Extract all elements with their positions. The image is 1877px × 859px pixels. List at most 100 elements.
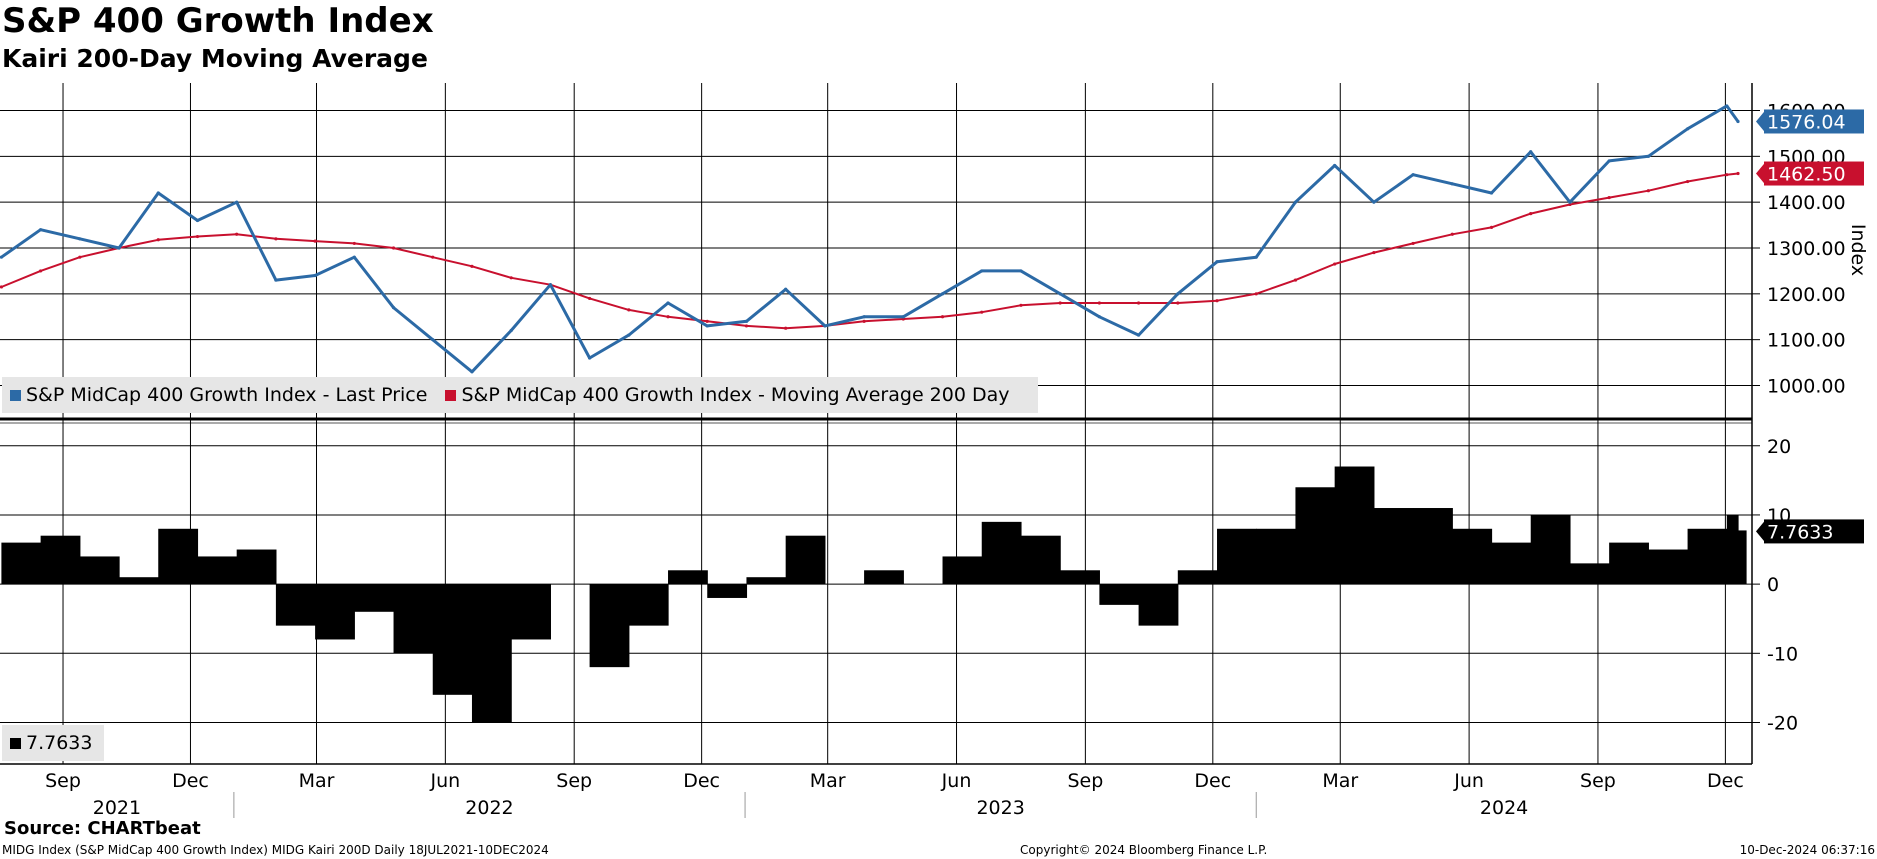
kairi-bar <box>1491 542 1532 585</box>
kairi-bar <box>432 584 473 695</box>
moving-average-line-point <box>1450 232 1454 236</box>
price-line-point <box>1215 260 1219 264</box>
price-line-point <box>1607 159 1611 163</box>
price-line-point <box>1646 154 1650 158</box>
chart-title: S&P 400 Growth Index <box>2 1 434 41</box>
kairi-bar <box>1217 528 1257 585</box>
price-line-point <box>274 278 278 282</box>
price-line <box>0 104 1740 374</box>
x-month-label: Sep <box>556 770 592 792</box>
moving-average-line-point <box>1489 225 1494 229</box>
price-line-point <box>666 301 670 305</box>
price-tick-label: 1400.00 <box>1767 192 1846 214</box>
kairi-bar <box>1726 514 1739 585</box>
kairi-bar <box>393 584 434 654</box>
kairi-bar <box>275 584 316 626</box>
price-line-point <box>548 283 552 287</box>
moving-average-line-point <box>274 237 278 241</box>
footer-copyright: Copyright© 2024 Bloomberg Finance L.P. <box>1020 843 1268 857</box>
moving-average-line-point <box>705 319 709 323</box>
price-line-point <box>862 315 866 319</box>
x-month-label: Dec <box>1194 770 1231 792</box>
kairi-bar <box>668 570 708 585</box>
kairi-bar <box>1569 563 1610 585</box>
moving-average-line-point <box>470 264 474 268</box>
kairi-bar <box>1687 528 1728 585</box>
y-axis-label: Index <box>1847 224 1869 276</box>
kairi-bar <box>1060 570 1100 585</box>
kairi-bar <box>1138 584 1179 626</box>
moving-average-line-point <box>1176 301 1180 305</box>
price-line-point <box>1293 200 1298 204</box>
kairi-bar <box>79 556 120 585</box>
last-price-badge-text: 1576.04 <box>1767 111 1846 133</box>
kairi-bar <box>1413 508 1453 585</box>
moving-average-line-point <box>1293 278 1298 282</box>
moving-average-line-point <box>195 234 200 239</box>
price-line-point <box>1685 127 1690 131</box>
moving-average-line-point <box>1646 189 1650 193</box>
price-tick-label: 1300.00 <box>1767 238 1846 260</box>
x-month-label: Sep <box>1067 770 1103 792</box>
x-year-label: 2021 <box>93 797 141 819</box>
kairi-bar <box>981 521 1022 585</box>
moving-average-badge-pointer <box>1756 161 1766 186</box>
x-year-label: 2024 <box>1480 797 1528 819</box>
kairi-tick-label: -10 <box>1767 643 1798 665</box>
moving-average-line-point <box>1725 173 1729 177</box>
moving-average-line-point <box>0 285 3 289</box>
axis-layer: 1600.001500.001400.001300.001200.001100.… <box>45 101 1864 819</box>
price-line-point <box>1097 315 1101 319</box>
kairi-last-badge-text: 7.7633 <box>1767 521 1833 543</box>
kairi-bar <box>197 556 238 585</box>
moving-average-line-point <box>1372 250 1376 255</box>
price-line-point <box>1411 173 1415 177</box>
moving-average-line-point <box>1254 292 1258 296</box>
kairi-tick-label: 20 <box>1767 436 1791 458</box>
moving-average-line-point <box>862 319 866 323</box>
x-month-label: Jun <box>430 770 461 792</box>
kairi-plot-layer <box>1 466 1747 723</box>
moving-average-line-point <box>313 239 317 243</box>
moving-average-line-point <box>352 241 356 246</box>
kairi-tick-label: -20 <box>1767 712 1798 734</box>
price-line-point <box>1176 292 1180 296</box>
last-price-badge-pointer <box>1756 109 1766 134</box>
moving-average-line-point <box>1607 195 1611 200</box>
moving-average-line-point <box>666 315 670 319</box>
price-line-point <box>509 328 513 333</box>
kairi-last-badge-bg <box>1764 519 1864 544</box>
price-line-point <box>156 191 160 195</box>
price-line-point <box>431 338 435 342</box>
moving-average-line <box>1 172 1739 330</box>
price-line-point <box>823 324 827 328</box>
legend-label-price: S&P MidCap 400 Growth Index - Last Price <box>26 384 428 406</box>
moving-average-line-point <box>627 308 631 312</box>
moving-average-line-point <box>235 232 239 236</box>
x-month-label: Sep <box>45 770 81 792</box>
kairi-bar <box>589 584 630 668</box>
kairi-last-badge: 7.7633 <box>1756 519 1864 544</box>
chart-subtitle: Kairi 200-Day Moving Average <box>2 44 428 73</box>
moving-average-line-point <box>1529 212 1533 216</box>
price-line-point <box>901 315 905 319</box>
price-line-point <box>235 200 239 204</box>
moving-average-line-point <box>509 276 513 280</box>
kairi-bar <box>1099 584 1140 605</box>
moving-average-line-point <box>940 315 945 319</box>
kairi-bar <box>1609 542 1649 585</box>
kairi-bar <box>1452 528 1493 585</box>
price-plot-layer <box>0 104 1740 374</box>
price-line-point <box>0 255 3 259</box>
x-year-label: 2023 <box>976 797 1024 819</box>
price-line-point <box>470 370 474 374</box>
kairi-bar <box>315 584 355 640</box>
price-line-point <box>391 305 396 310</box>
x-month-label: Jun <box>1453 770 1484 792</box>
footer-description: MIDG Index (S&P MidCap 400 Growth Index)… <box>2 843 549 857</box>
x-month-label: Mar <box>299 770 335 792</box>
moving-average-line-point <box>1215 299 1219 303</box>
price-line-point <box>1254 255 1258 259</box>
kairi-bar <box>1177 570 1218 585</box>
